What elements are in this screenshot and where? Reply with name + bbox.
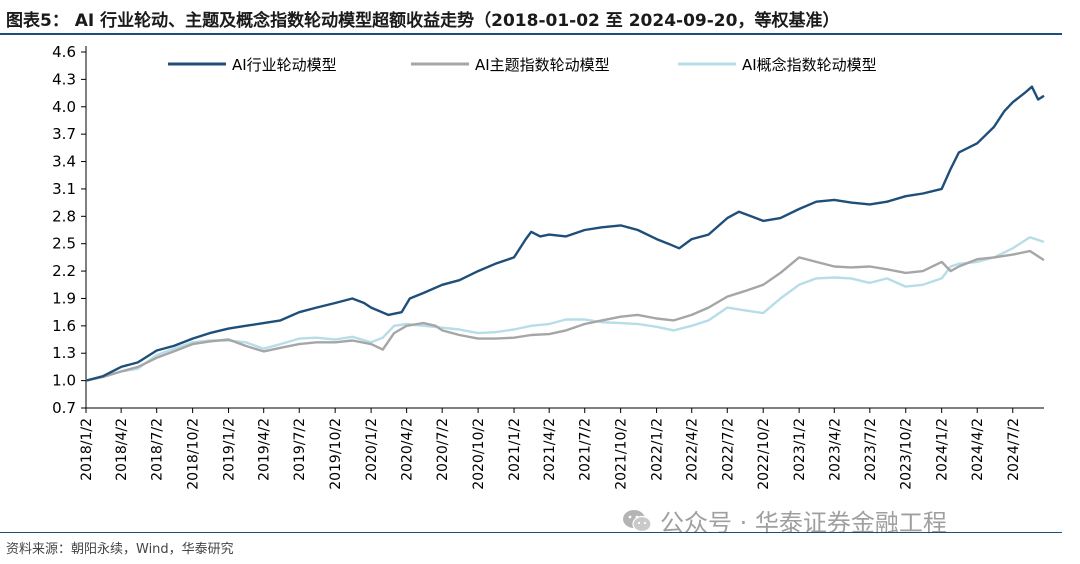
x-tick-label: 2021/1/2	[507, 418, 523, 481]
legend-label: AI概念指数轮动模型	[742, 56, 877, 74]
y-tick-label: 4.0	[52, 98, 76, 116]
x-tick-label: 2022/4/2	[685, 418, 701, 481]
line-chart: 0.7 1.0 1.3 1.6 1.9 2.2 2.5 2.8 3.1 3.4 3.7 4.0 4.3 4…	[52, 43, 1045, 490]
footer-divider	[0, 532, 1062, 533]
x-tick-label: 2021/10/2	[614, 418, 630, 490]
y-tick-label: 3.4	[52, 153, 76, 171]
x-tick-label: 2020/7/2	[435, 418, 451, 481]
y-tick-label: 3.1	[52, 180, 76, 198]
x-tick-label: 2023/4/2	[827, 418, 843, 481]
y-tick-label: 1.9	[52, 289, 76, 307]
series-line	[85, 85, 1045, 382]
series-line	[85, 249, 1045, 382]
x-tick-label: 2023/7/2	[863, 418, 879, 481]
legend-label: AI行业轮动模型	[232, 56, 337, 74]
x-tick-label: 2021/7/2	[578, 418, 594, 481]
y-tick-label: 1.0	[52, 372, 76, 390]
x-tick-label: 2024/7/2	[1006, 418, 1022, 481]
x-tick-label: 2018/7/2	[150, 418, 166, 481]
figure-title: 图表5： AI 行业轮动、主题及概念指数轮动模型超额收益走势（2018-01-0…	[6, 11, 840, 31]
y-tick-label: 1.3	[52, 344, 76, 362]
source-note: 资料来源：朝阳永续，Wind，华泰研究	[6, 542, 234, 557]
y-tick-label: 1.6	[52, 317, 76, 335]
x-tick-label: 2020/10/2	[471, 418, 487, 490]
x-tick-label: 2019/4/2	[257, 418, 273, 481]
wechat-icon	[623, 509, 652, 532]
y-tick-label: 2.8	[52, 207, 76, 225]
title-divider	[0, 33, 1062, 35]
y-tick-label: 3.7	[52, 125, 76, 143]
x-tick-label: 2018/4/2	[114, 418, 130, 481]
x-tick-label: 2024/1/2	[935, 418, 951, 481]
x-tick-label: 2022/7/2	[720, 418, 736, 481]
y-tick-label: 2.5	[52, 235, 76, 253]
x-tick-label: 2019/10/2	[328, 418, 344, 490]
x-tick-label: 2023/1/2	[792, 418, 808, 481]
x-tick-label: 2023/10/2	[899, 418, 915, 490]
x-tick-label: 2018/10/2	[186, 418, 202, 490]
x-tick-label: 2019/1/2	[222, 418, 238, 481]
y-tick-label: 2.2	[52, 262, 76, 280]
series-line	[85, 236, 1045, 382]
x-tick-label: 2024/4/2	[970, 418, 986, 481]
x-tick-label: 2020/4/2	[400, 418, 416, 481]
x-tick-label: 2022/10/2	[756, 418, 772, 490]
y-tick-label: 0.7	[52, 399, 76, 417]
y-tick-label: 4.3	[52, 70, 76, 88]
legend-label: AI主题指数轮动模型	[475, 56, 610, 74]
x-tick-label: 2022/1/2	[650, 418, 666, 481]
x-tick-label: 2020/1/2	[364, 418, 380, 481]
x-tick-label: 2019/7/2	[292, 418, 308, 481]
x-tick-label: 2018/1/2	[79, 418, 95, 481]
x-tick-label: 2021/4/2	[542, 418, 558, 481]
y-tick-label: 4.6	[52, 43, 76, 61]
